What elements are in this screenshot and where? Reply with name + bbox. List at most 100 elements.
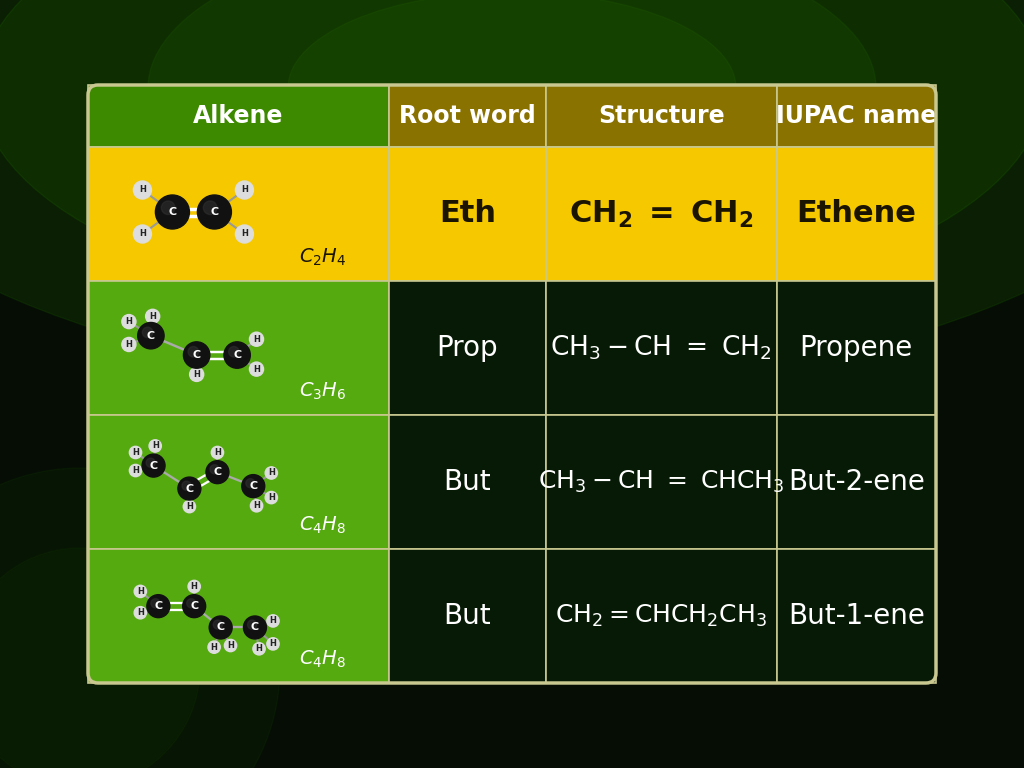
Circle shape bbox=[150, 440, 162, 452]
Ellipse shape bbox=[288, 0, 736, 184]
Text: C: C bbox=[155, 601, 163, 611]
Circle shape bbox=[151, 599, 160, 608]
Circle shape bbox=[122, 337, 136, 352]
Text: But-1-ene: But-1-ene bbox=[787, 602, 925, 630]
Circle shape bbox=[142, 454, 165, 477]
Text: H: H bbox=[186, 502, 193, 511]
Text: H: H bbox=[132, 448, 139, 457]
Bar bbox=[88, 415, 389, 549]
Circle shape bbox=[182, 594, 206, 617]
Text: H: H bbox=[137, 608, 143, 617]
Text: $C_4H_8$: $C_4H_8$ bbox=[299, 648, 346, 670]
Text: C: C bbox=[210, 207, 218, 217]
Bar bbox=[88, 281, 389, 415]
Text: C: C bbox=[251, 623, 259, 633]
Ellipse shape bbox=[0, 0, 1024, 316]
Text: Structure: Structure bbox=[598, 104, 725, 128]
Bar bbox=[776, 549, 936, 683]
Circle shape bbox=[267, 614, 280, 627]
Circle shape bbox=[133, 225, 152, 243]
Text: H: H bbox=[150, 312, 156, 321]
Text: $C_3H_6$: $C_3H_6$ bbox=[299, 380, 346, 402]
Text: Ethene: Ethene bbox=[797, 200, 916, 229]
Circle shape bbox=[198, 195, 231, 229]
Text: $C_4H_8$: $C_4H_8$ bbox=[299, 515, 346, 535]
Circle shape bbox=[145, 310, 160, 323]
Bar bbox=[389, 147, 546, 281]
Text: C: C bbox=[233, 350, 242, 360]
Circle shape bbox=[134, 607, 146, 619]
Circle shape bbox=[236, 181, 253, 199]
Circle shape bbox=[134, 585, 146, 598]
Text: H: H bbox=[139, 186, 145, 194]
Text: $\mathregular{CH_2\ =\ CH_2}$: $\mathregular{CH_2\ =\ CH_2}$ bbox=[569, 198, 754, 230]
Text: H: H bbox=[241, 230, 248, 239]
Circle shape bbox=[250, 362, 263, 376]
Text: H: H bbox=[126, 317, 132, 326]
Circle shape bbox=[246, 478, 255, 488]
Text: H: H bbox=[139, 230, 145, 239]
Circle shape bbox=[129, 465, 141, 477]
Text: C: C bbox=[213, 467, 221, 477]
Bar bbox=[546, 147, 776, 281]
Circle shape bbox=[137, 323, 164, 349]
Circle shape bbox=[244, 616, 266, 639]
Text: H: H bbox=[268, 468, 274, 478]
Text: H: H bbox=[256, 644, 262, 654]
Circle shape bbox=[208, 641, 220, 654]
Text: C: C bbox=[190, 601, 199, 611]
Text: Eth: Eth bbox=[439, 200, 496, 229]
Circle shape bbox=[183, 501, 196, 513]
Circle shape bbox=[204, 201, 217, 214]
Text: H: H bbox=[137, 587, 143, 596]
Circle shape bbox=[253, 643, 265, 655]
Circle shape bbox=[182, 481, 191, 490]
Text: H: H bbox=[253, 365, 260, 373]
Bar bbox=[546, 281, 776, 415]
Text: H: H bbox=[253, 335, 260, 344]
Text: H: H bbox=[253, 502, 260, 510]
Circle shape bbox=[209, 616, 232, 639]
Text: But: But bbox=[443, 602, 492, 630]
Text: IUPAC name: IUPAC name bbox=[776, 104, 937, 128]
Text: H: H bbox=[269, 640, 276, 648]
Text: But-2-ene: But-2-ene bbox=[787, 468, 925, 496]
Text: But: But bbox=[443, 468, 492, 496]
Circle shape bbox=[146, 594, 170, 617]
Circle shape bbox=[129, 446, 141, 458]
Circle shape bbox=[188, 581, 201, 593]
Text: C: C bbox=[193, 350, 201, 360]
Circle shape bbox=[183, 342, 210, 368]
Circle shape bbox=[213, 620, 222, 629]
Circle shape bbox=[210, 465, 219, 474]
Text: C: C bbox=[150, 461, 158, 471]
Ellipse shape bbox=[0, 548, 200, 768]
Ellipse shape bbox=[0, 0, 1024, 388]
Text: C: C bbox=[185, 484, 194, 494]
Bar bbox=[88, 85, 389, 147]
Circle shape bbox=[228, 346, 240, 357]
Text: $\mathregular{CH_3-CH\ =\ CHCH_3}$: $\mathregular{CH_3-CH\ =\ CHCH_3}$ bbox=[538, 469, 784, 495]
Text: H: H bbox=[194, 370, 200, 379]
Circle shape bbox=[162, 201, 175, 214]
Circle shape bbox=[178, 477, 201, 500]
Bar bbox=[776, 147, 936, 281]
Text: C: C bbox=[217, 623, 224, 633]
Bar bbox=[88, 147, 389, 281]
Text: C: C bbox=[168, 207, 176, 217]
Text: Prop: Prop bbox=[436, 334, 499, 362]
Circle shape bbox=[236, 225, 253, 243]
Text: Alkene: Alkene bbox=[194, 104, 284, 128]
Bar bbox=[546, 549, 776, 683]
Text: H: H bbox=[269, 617, 276, 625]
Circle shape bbox=[250, 333, 263, 346]
Text: $\mathregular{CH_2=CHCH_2CH_3}$: $\mathregular{CH_2=CHCH_2CH_3}$ bbox=[555, 603, 767, 629]
Bar bbox=[546, 85, 776, 147]
Circle shape bbox=[267, 637, 280, 650]
Bar bbox=[389, 415, 546, 549]
Circle shape bbox=[186, 599, 196, 608]
Text: H: H bbox=[241, 186, 248, 194]
Bar bbox=[88, 549, 389, 683]
Text: H: H bbox=[211, 643, 217, 652]
Circle shape bbox=[224, 640, 237, 652]
